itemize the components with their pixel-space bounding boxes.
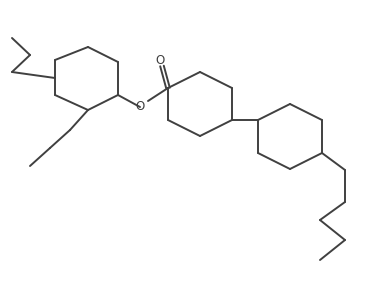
Text: O: O	[156, 53, 165, 67]
Text: O: O	[135, 101, 145, 114]
